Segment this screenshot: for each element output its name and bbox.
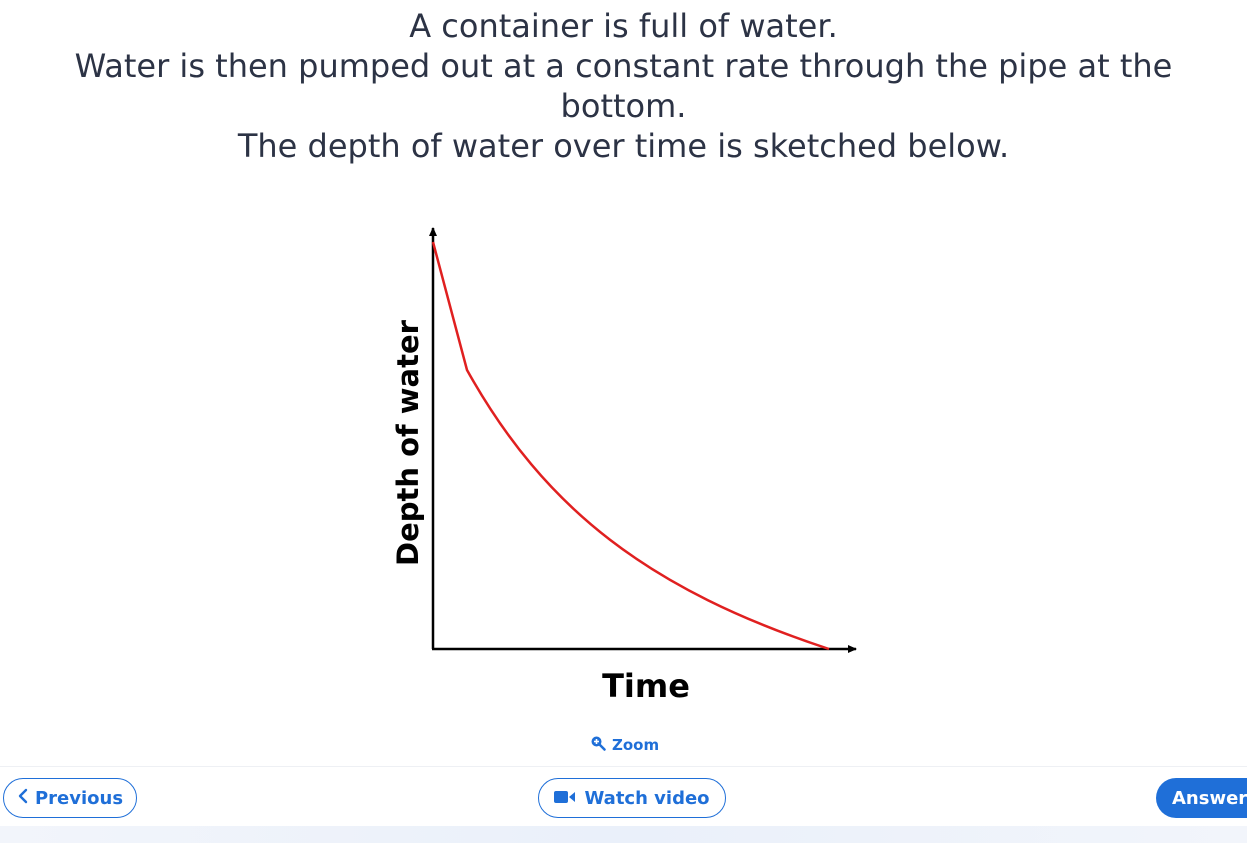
answer-label: Answer xyxy=(1172,787,1247,809)
zoom-button[interactable]: Zoom xyxy=(590,735,659,755)
previous-label: Previous xyxy=(34,787,124,809)
answer-button[interactable]: Answer xyxy=(1156,778,1247,818)
question-line-3: The depth of water over time is sketched… xyxy=(237,127,1010,165)
chevron-left-icon xyxy=(17,788,29,809)
divider xyxy=(0,766,1247,767)
watch-video-button[interactable]: Watch video xyxy=(538,778,726,818)
question-line-2: Water is then pumped out at a constant r… xyxy=(74,47,1173,125)
video-camera-icon xyxy=(554,788,576,809)
x-axis-label: Time xyxy=(602,667,690,705)
watch-video-label: Watch video xyxy=(584,787,710,809)
zoom-in-icon xyxy=(590,735,606,755)
depth-curve xyxy=(431,241,830,651)
zoom-label: Zoom xyxy=(612,736,660,754)
question-text: A container is full of water. Water is t… xyxy=(0,6,1247,166)
question-line-1: A container is full of water. xyxy=(409,7,838,45)
y-axis-label: Depth of water xyxy=(391,319,425,566)
footer-band xyxy=(0,826,1247,843)
previous-button[interactable]: Previous xyxy=(3,778,137,818)
